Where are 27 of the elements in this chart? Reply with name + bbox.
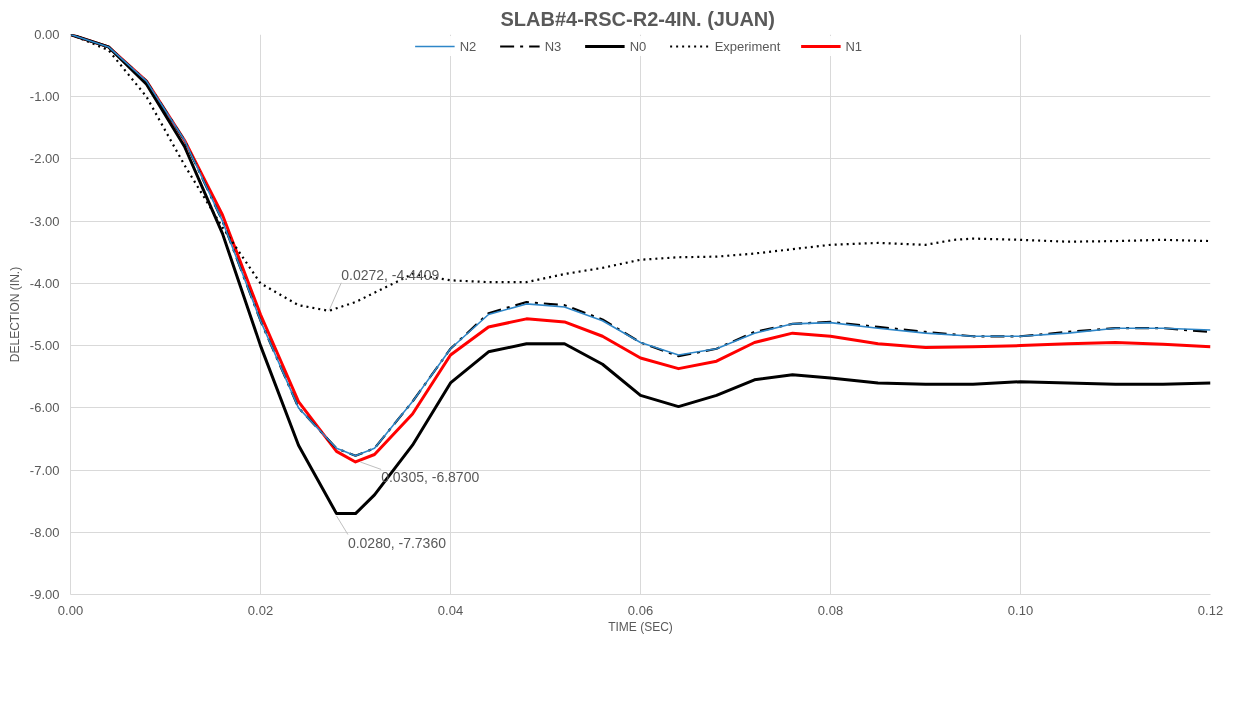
y-tick-label: 0.00 xyxy=(34,27,60,42)
legend-label: N0 xyxy=(629,38,648,54)
y-tick-label: -7.00 xyxy=(29,462,60,478)
y-tick-label: -1.00 xyxy=(29,89,60,105)
x-tick-label: 0.06 xyxy=(627,602,654,618)
y-tick-label: -6.00 xyxy=(29,400,60,416)
y-tick-label: -9.00 xyxy=(29,587,60,602)
x-axis-title: TIME (SEC) xyxy=(608,619,673,634)
y-tick-label: -2.00 xyxy=(29,151,60,167)
x-tick-label: 0.08 xyxy=(817,602,844,618)
legend-label: N2 xyxy=(459,38,478,54)
annotation: 0.0272, -4.4409 xyxy=(341,266,440,283)
y-tick-label: -8.00 xyxy=(29,524,60,540)
annotation: 0.0280, -7.7360 xyxy=(347,534,447,551)
y-axis-title: DELECTION (IN.) xyxy=(7,266,22,363)
y-tick-label: -4.00 xyxy=(29,275,60,291)
x-tick-label: 0.10 xyxy=(1007,602,1034,618)
legend-label: Experiment xyxy=(714,38,781,54)
x-tick-label: 0.00 xyxy=(57,602,84,618)
x-tick-label: 0.02 xyxy=(247,602,274,618)
x-tick-label: 0.04 xyxy=(437,602,464,618)
legend-label: N1 xyxy=(845,38,863,54)
x-tick-label: 0.12 xyxy=(1197,602,1224,618)
y-tick-label: -5.00 xyxy=(29,338,60,354)
chart-title: SLAB#4-RSC-R2-4IN. (JUAN) xyxy=(500,7,775,30)
legend-label: N3 xyxy=(544,38,563,54)
y-tick-label: -3.00 xyxy=(29,213,60,229)
